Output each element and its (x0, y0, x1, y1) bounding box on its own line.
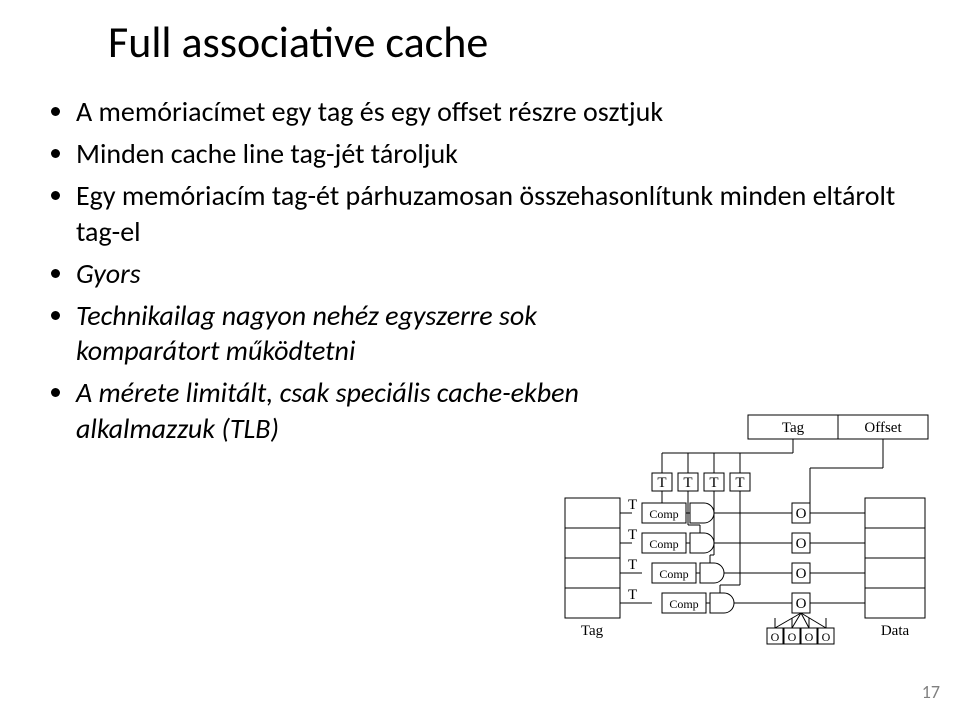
t-label: T (628, 587, 637, 603)
page-number: 17 (922, 681, 940, 703)
t-label: T (628, 557, 637, 573)
list-item: A mérete limitált, csak speciális cache-… (76, 375, 616, 447)
addr-tag-label: Tag (782, 420, 805, 436)
comp-label: Comp (649, 507, 678, 521)
slide: Full associative cache A memóriacímet eg… (0, 0, 960, 713)
o-label: O (796, 506, 807, 522)
slide-title: Full associative cache (108, 18, 912, 66)
list-item: Egy memóriacím tag-ét párhuzamosan össze… (76, 178, 912, 250)
comp-label: Comp (669, 597, 698, 611)
t-label: T (683, 475, 692, 491)
o-label: O (771, 630, 780, 644)
tag-table-label: Tag (581, 623, 604, 639)
cache-diagram: Tag Offset T T T T (560, 413, 940, 673)
addr-offset-label: Offset (864, 420, 902, 436)
bullet-list: A memóriacímet egy tag és egy offset rés… (48, 94, 912, 446)
data-table-label: Data (881, 623, 910, 639)
o-label: O (788, 630, 797, 644)
list-item: Technikailag nagyon nehéz egyszerre sok … (76, 298, 616, 370)
t-label: T (709, 475, 718, 491)
list-item: A memóriacímet egy tag és egy offset rés… (76, 94, 912, 130)
o-label: O (822, 630, 831, 644)
list-item: Gyors (76, 256, 912, 292)
t-label: T (628, 497, 637, 513)
o-label: O (796, 566, 807, 582)
list-item: Minden cache line tag-jét tároljuk (76, 136, 912, 172)
o-label: O (805, 630, 814, 644)
o-label: O (796, 536, 807, 552)
t-label: T (657, 475, 666, 491)
o-label: O (796, 596, 807, 612)
comp-label: Comp (659, 567, 688, 581)
t-label: T (735, 475, 744, 491)
t-label: T (628, 527, 637, 543)
comp-label: Comp (649, 537, 678, 551)
